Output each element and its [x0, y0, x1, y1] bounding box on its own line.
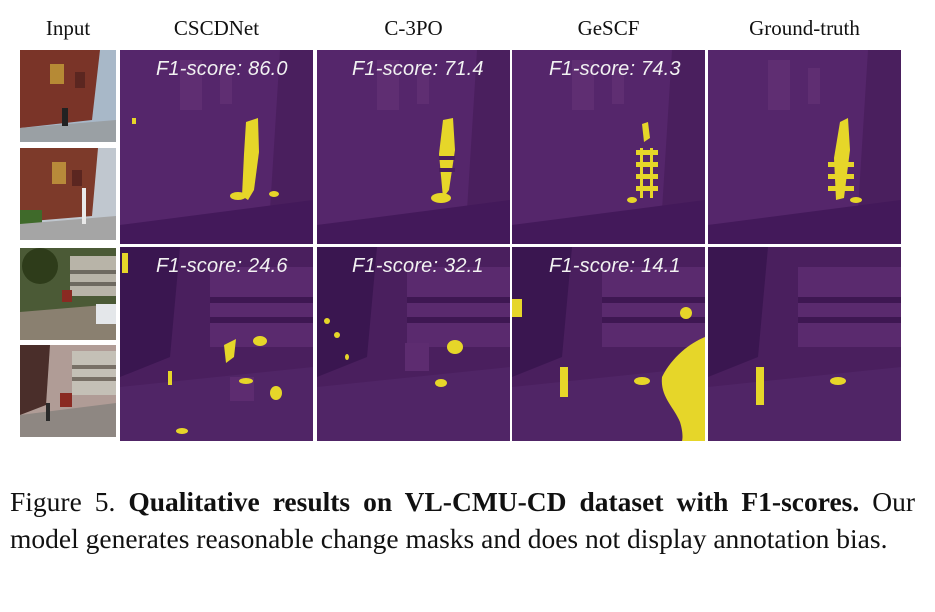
input-image-row2-t0 — [20, 248, 116, 340]
input-image-row2-t1 — [20, 345, 116, 437]
caption-bold: Qualitative results on VL-CMU-CD dataset… — [128, 486, 860, 517]
mask-row2-c3po — [317, 247, 510, 441]
f1-score-row1-gescf: F1-score: 74.3 — [549, 58, 681, 80]
f1-score-row2-gescf: F1-score: 14.1 — [549, 255, 681, 277]
f1-score-row1-c3po: F1-score: 71.4 — [352, 58, 484, 80]
mask-row1-gescf — [512, 50, 705, 244]
mask-row2-ground-truth — [708, 247, 901, 441]
header-c3po: C-3PO — [384, 16, 443, 40]
mask-row1-ground-truth — [708, 50, 901, 244]
mask-row1-cscdnet — [120, 50, 313, 244]
header-input: Input — [45, 16, 91, 40]
mask-row1-c3po — [317, 50, 510, 244]
input-image-row1-t1 — [20, 148, 116, 240]
header-ground-truth: Ground-truth — [749, 16, 860, 40]
caption-body: Our model generates reasonable change ma… — [10, 486, 915, 554]
f1-score-row2-c3po: F1-score: 32.1 — [352, 255, 484, 277]
f1-score-row2-cscdnet: F1-score: 24.6 — [156, 255, 288, 277]
header-cscdnet: CSCDNet — [173, 16, 260, 40]
f1-score-row1-cscdnet: F1-score: 86.0 — [156, 58, 288, 80]
input-image-row1-t0 — [20, 50, 116, 142]
mask-row2-gescf — [512, 247, 705, 441]
mask-row2-cscdnet — [120, 247, 313, 441]
figure-caption: Figure 5. Qualitative results on VL-CMU-… — [10, 483, 915, 557]
figure-label: Figure 5. — [10, 486, 116, 517]
header-gescf: GeSCF — [577, 16, 640, 40]
